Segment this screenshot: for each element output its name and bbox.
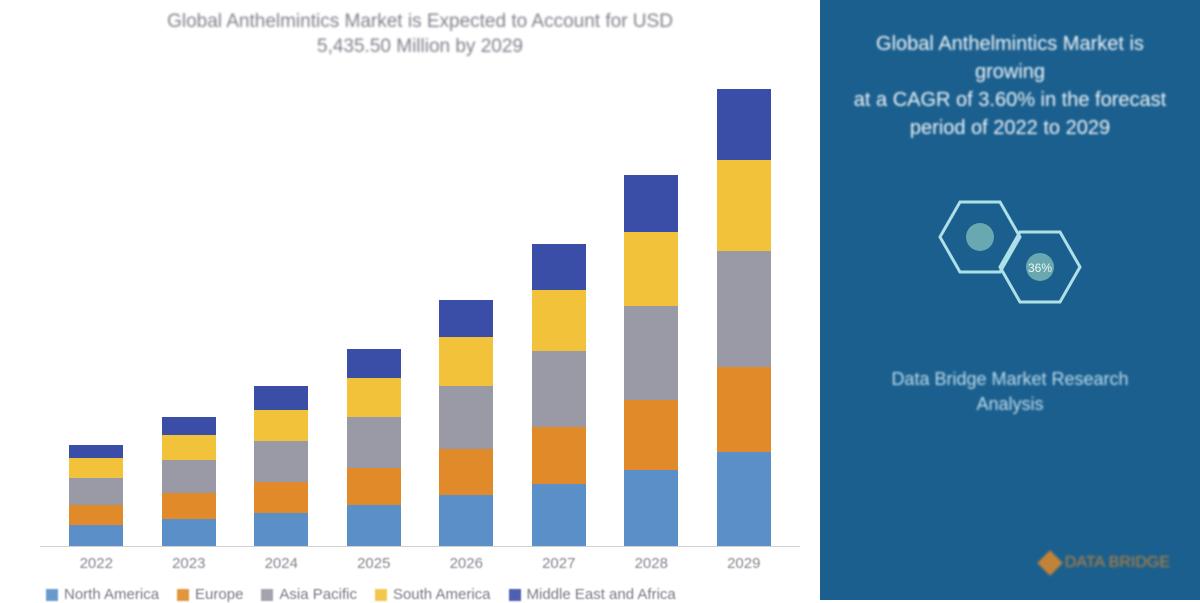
bar-segment [717,367,771,453]
bar-stack [162,417,216,546]
legend-swatch [509,589,521,601]
bar-segment [254,441,308,482]
bar-segment [254,410,308,441]
brand-icon [1037,550,1062,575]
stacked-bar-chart [40,69,800,547]
info-caption: Data Bridge Market Research Analysis [851,367,1168,417]
bar-segment [717,251,771,366]
bar-segment [717,89,771,159]
bar-segment [532,427,586,484]
info-caption-line1: Data Bridge Market Research [891,369,1128,389]
legend-item: South America [375,586,491,603]
bar-segment [624,400,678,470]
bar-stack [717,89,771,546]
bar-stack [69,445,123,546]
bar-segment [347,378,401,417]
bar-segment [347,468,401,505]
bar-segment [254,513,308,546]
x-axis-label: 2025 [339,555,409,572]
x-axis-label: 2029 [709,555,779,572]
bar-segment [717,160,771,252]
bar-segment [532,351,586,427]
hexagon-icon: 36% [915,182,1105,337]
info-caption-line2: Analysis [976,394,1043,414]
bar-segment [717,452,771,546]
bar-segment [69,525,123,546]
bar-2026 [431,300,501,546]
info-title-line1: Global Anthelmintics Market is growing [876,33,1144,83]
bar-stack [439,300,493,546]
legend-label: Europe [195,586,243,603]
bar-segment [439,300,493,337]
bar-segment [69,478,123,505]
chart-title-line2: 5,435.50 Million by 2029 [317,36,523,57]
brand-text: DATA BRIDGE [1065,554,1170,572]
x-axis-label: 2023 [154,555,224,572]
bar-segment [69,458,123,478]
chart-panel: Global Anthelmintics Market is Expected … [0,0,820,600]
bar-segment [532,244,586,291]
bar-2029 [709,89,779,546]
bar-segment [532,290,586,351]
chart-title-line1: Global Anthelmintics Market is Expected … [167,11,673,32]
legend-swatch [261,589,273,601]
legend-item: Middle East and Africa [509,586,676,603]
bar-2022 [61,445,131,546]
legend-label: South America [393,586,491,603]
legend-swatch [375,589,387,601]
info-title-line2: at a CAGR of 3.60% in the forecast [854,89,1166,111]
bar-segment [532,484,586,546]
bar-segment [624,175,678,232]
bar-segment [162,493,216,518]
bar-segment [439,386,493,448]
bar-stack [347,349,401,546]
bar-2027 [524,244,594,547]
bar-segment [347,417,401,468]
bar-segment [624,470,678,546]
bar-segment [162,435,216,460]
x-axis-label: 2026 [431,555,501,572]
bar-segment [69,445,123,459]
bar-segment [439,449,493,496]
legend-label: Middle East and Africa [527,586,676,603]
info-title-line3: period of 2022 to 2029 [910,117,1110,139]
x-axis-label: 2024 [246,555,316,572]
brand-mark: DATA BRIDGE [1041,554,1170,572]
info-panel: Global Anthelmintics Market is growing a… [820,0,1200,600]
legend-item: Asia Pacific [261,586,357,603]
bar-stack [254,386,308,546]
bar-segment [254,482,308,513]
legend-item: Europe [177,586,243,603]
bar-stack [532,244,586,547]
bar-segment [347,349,401,378]
bar-segment [347,505,401,546]
x-axis-label: 2022 [61,555,131,572]
x-axis-label: 2027 [524,555,594,572]
bar-2028 [616,175,686,546]
bar-2023 [154,417,224,546]
bar-2025 [339,349,409,546]
legend-item: North America [46,586,159,603]
legend-swatch [46,589,58,601]
x-axis-label: 2028 [616,555,686,572]
bar-segment [69,505,123,525]
bar-segment [162,519,216,546]
legend-label: North America [64,586,159,603]
bar-segment [254,386,308,409]
bar-segment [162,417,216,435]
chart-legend: North America Europe Asia Pacific South Ame… [40,572,800,603]
bar-stack [624,175,678,546]
bar-segment [439,495,493,546]
bar-segment [439,337,493,386]
x-axis-labels: 2022 2023 2024 2025 2026 2027 2028 2029 [40,547,800,572]
bar-segment [624,306,678,400]
bar-2024 [246,386,316,546]
svg-text:36%: 36% [1028,261,1052,275]
bar-segment [162,460,216,493]
legend-swatch [177,589,189,601]
info-title: Global Anthelmintics Market is growing a… [820,30,1200,142]
bar-segment [624,232,678,306]
chart-title: Global Anthelmintics Market is Expected … [40,10,800,59]
legend-label: Asia Pacific [279,586,357,603]
